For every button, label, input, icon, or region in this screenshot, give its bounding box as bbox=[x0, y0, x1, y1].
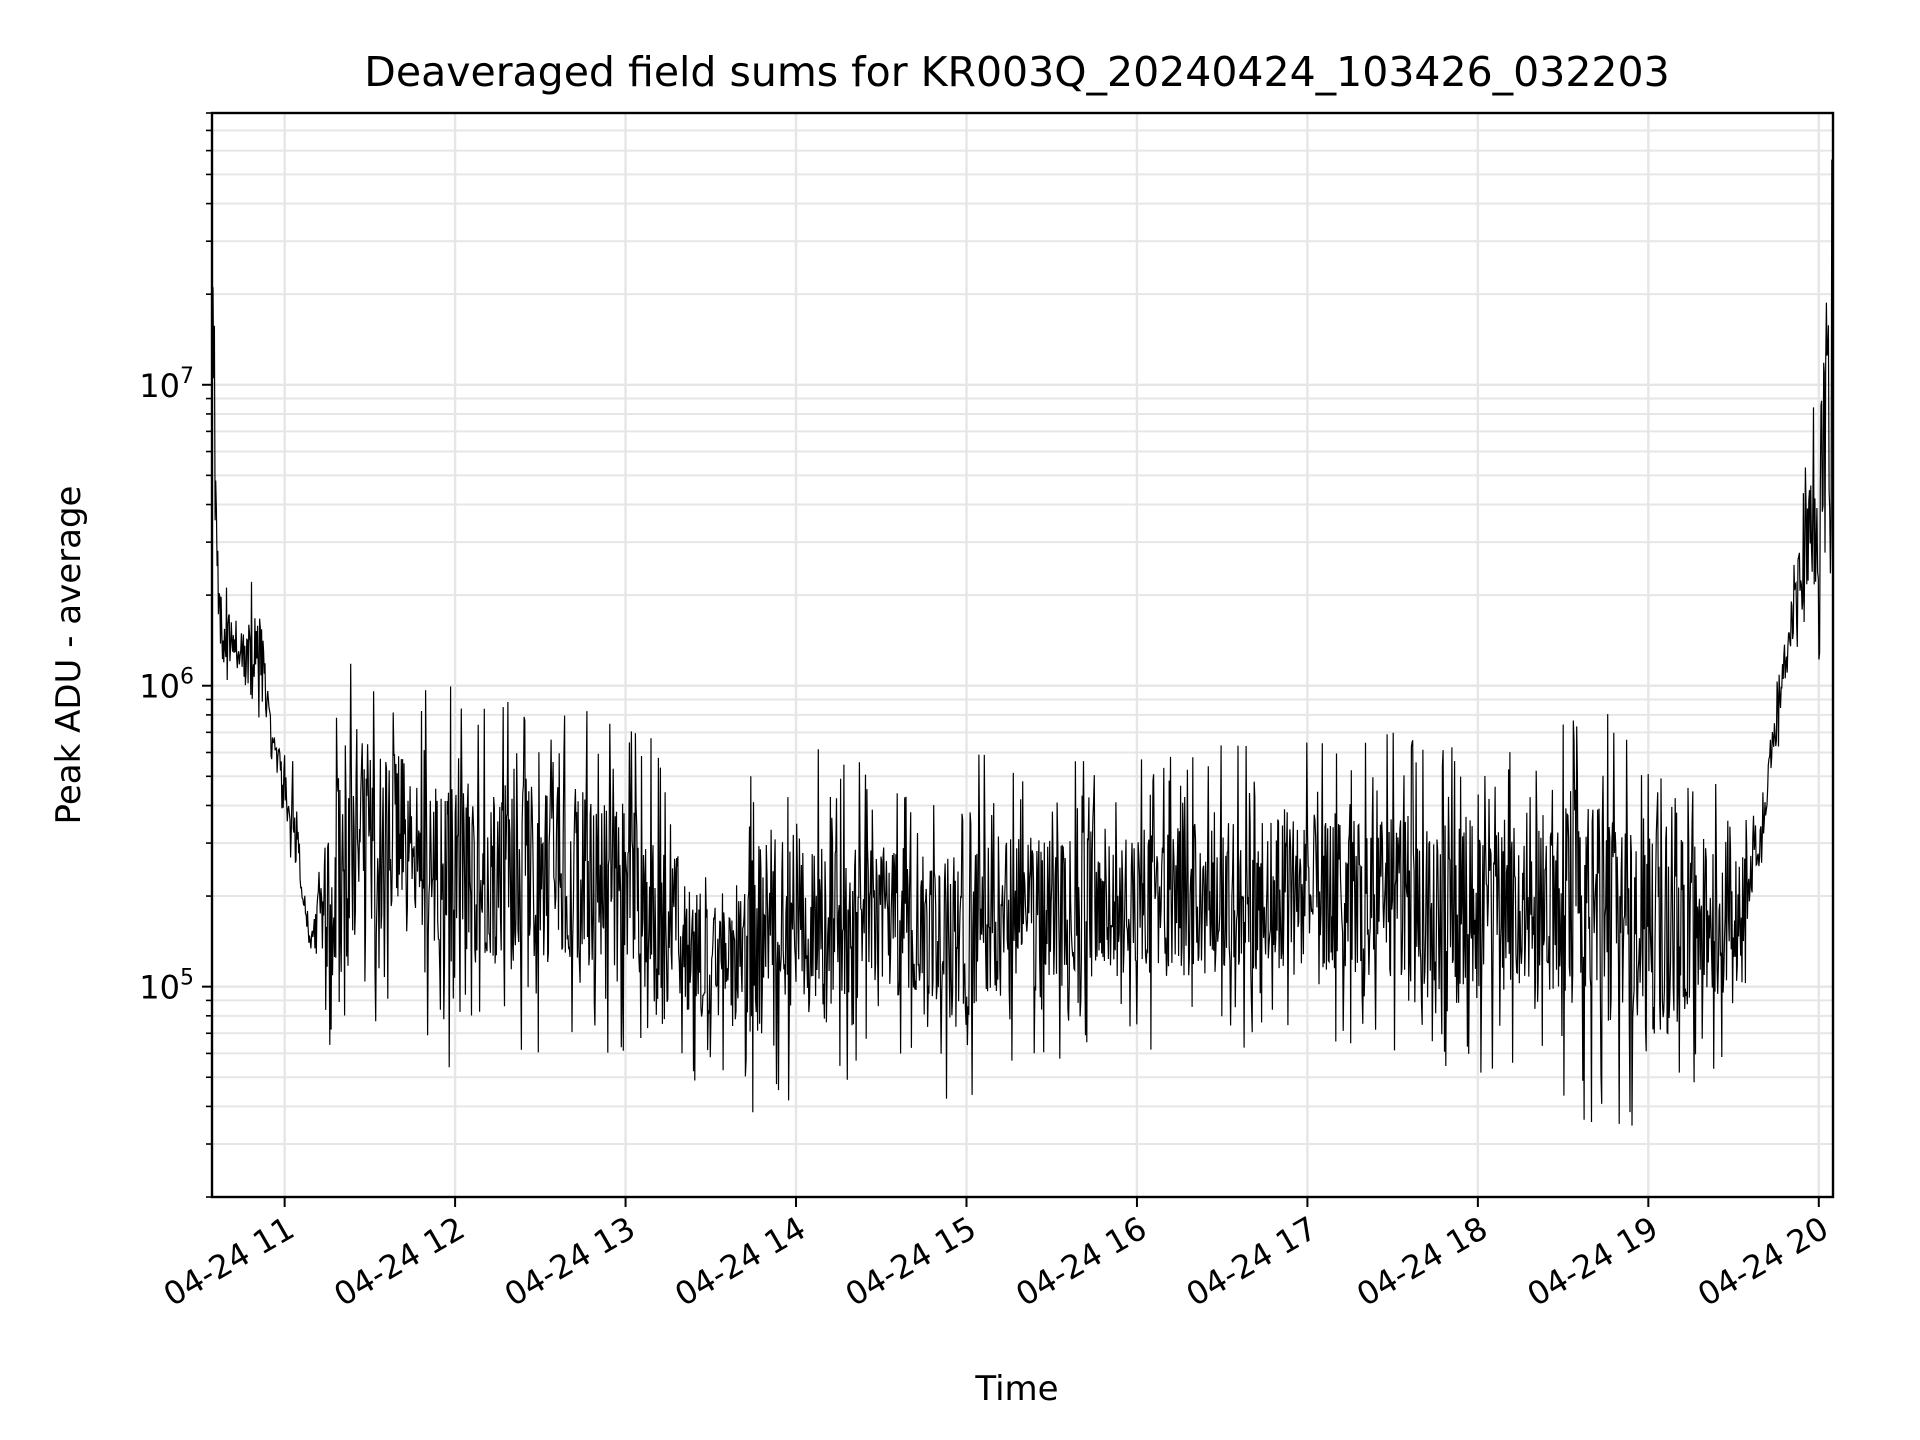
y-axis-label: Peak ADU - average bbox=[49, 486, 89, 825]
y-tick-base: 10 bbox=[139, 969, 180, 1007]
series-line bbox=[212, 159, 1833, 1126]
y-tick-exponent: 5 bbox=[180, 966, 194, 991]
y-tick-base: 10 bbox=[139, 668, 180, 706]
series-layer bbox=[212, 159, 1833, 1126]
y-tick-label: 105 bbox=[139, 966, 194, 1007]
y-tick-base: 10 bbox=[139, 367, 180, 405]
plot-frame bbox=[210, 111, 1835, 1199]
y-tick-exponent: 6 bbox=[180, 665, 194, 690]
y-tick-label: 107 bbox=[139, 364, 194, 405]
y-tick-label: 106 bbox=[139, 665, 194, 706]
x-axis-label: Time bbox=[974, 1369, 1058, 1409]
chart-title: Deaveraged field sums for KR003Q_2024042… bbox=[364, 48, 1669, 96]
y-tick-exponent: 7 bbox=[180, 364, 194, 389]
